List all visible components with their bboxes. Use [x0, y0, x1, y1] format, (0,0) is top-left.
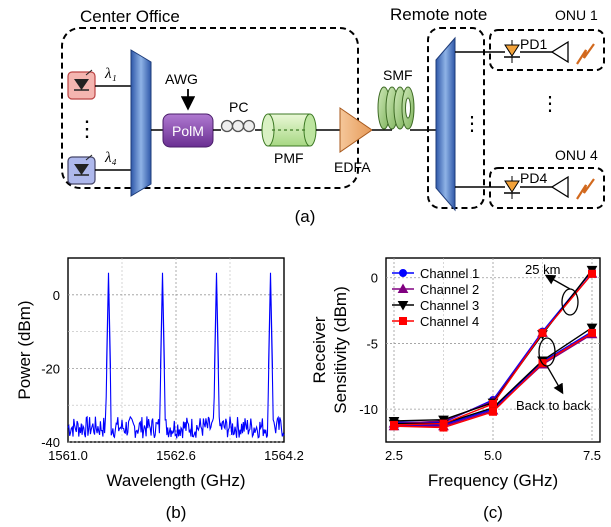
mux-awg-shape: [130, 49, 152, 197]
y-tick-label: 0: [53, 288, 60, 303]
x-tick-label: 2.5: [385, 448, 403, 463]
pmf-label: PMF: [274, 150, 304, 166]
onu-vertical-dots: ⋮: [540, 93, 560, 115]
awg-label: AWG: [165, 71, 198, 87]
panel-c-chart: 2.5 5.0 7.5 0 -5 -10 25 km Back to back Chann…: [310, 257, 601, 522]
data-point: [489, 399, 497, 408]
onu-1-label: ONU 1: [555, 7, 598, 23]
onu-1-signal-icon: [576, 43, 595, 65]
remote-node-box: [427, 27, 485, 209]
x-tick-label: 1561.0: [48, 448, 88, 463]
polm-label: PolM: [172, 123, 204, 139]
legend-marker: [399, 317, 407, 325]
demux-awg-shape: [435, 36, 456, 212]
edfa-label: EDFA: [334, 159, 371, 175]
y-tick-label: -40: [41, 435, 60, 450]
panel-b-chart: 1561.0 1562.6 1564.2 0 -20 -40 Wavelength (GH…: [15, 257, 304, 522]
pd-1-icon: [504, 40, 520, 63]
smf-coil: [377, 86, 415, 130]
pc-icon: [220, 119, 256, 133]
chart-b-grid: [68, 258, 284, 443]
x-tick-label: 7.5: [583, 448, 601, 463]
onu-4-signal-icon: [576, 178, 595, 200]
legend-marker: [399, 269, 407, 277]
legend-label: Channel 2: [420, 282, 479, 297]
pd-1-label: PD1: [520, 36, 547, 52]
legend-label: Channel 1: [420, 266, 479, 281]
data-point: [586, 323, 598, 334]
chart-b-ylabel: Power (dBm): [15, 300, 34, 399]
x-tick-label: 1562.6: [156, 448, 196, 463]
legend-label: Channel 4: [420, 314, 479, 329]
lambda-4-label: λ₄: [104, 150, 117, 166]
center-office-box: [61, 27, 359, 189]
chart-c-series: [388, 265, 598, 432]
laser-1-icon: [67, 69, 96, 100]
center-office-label: Center Office: [80, 7, 180, 26]
onu-4-label: ONU 4: [555, 147, 598, 163]
pd-4-icon: [504, 176, 520, 199]
onu-4-amplifier-icon: [550, 175, 569, 199]
edfa-amplifier: [339, 107, 373, 153]
panel-a-caption: (a): [295, 207, 316, 226]
pmf-cylinder: [261, 113, 317, 147]
panel-a-diagram: Center Office ⋮ λ₁ λ₄ AWG PolM: [61, 5, 605, 226]
chart-b-xlabel: Wavelength (GHz): [106, 471, 245, 490]
data-point: [588, 269, 596, 278]
legend-marker: [397, 283, 409, 293]
y-tick-label: -20: [41, 361, 60, 376]
chart-c-ticks: 2.5 5.0 7.5 0 -5 -10: [359, 271, 601, 463]
annotation-25km-label: 25 km: [525, 262, 560, 277]
remote-node-label: Remote note: [390, 5, 487, 24]
panel-b-caption: (b): [166, 503, 187, 522]
legend-label: Channel 3: [420, 298, 479, 313]
data-point: [439, 423, 448, 432]
y-tick-label: -10: [359, 402, 378, 417]
panel-c-caption: (c): [483, 503, 503, 522]
pd-4-label: PD4: [520, 170, 547, 186]
data-point: [390, 422, 398, 431]
chart-c-grid: [386, 258, 600, 442]
laser-vertical-dots: ⋮: [76, 116, 98, 141]
annotation-b2b-label: Back to back: [516, 398, 591, 413]
demux-dots: ⋮: [462, 113, 482, 135]
onu-1-amplifier-icon: [550, 40, 569, 64]
chart-c-ylabel-line2: Sensitivity (dBm): [331, 286, 350, 414]
onu-4-box: [489, 167, 605, 209]
chart-c-xlabel: Frequency (GHz): [428, 471, 558, 490]
lambda-1-label: λ₁: [104, 66, 117, 82]
x-tick-label: 1564.2: [264, 448, 304, 463]
data-point: [489, 407, 497, 416]
y-tick-label: 0: [371, 271, 378, 286]
annotation-25km-ellipse: [561, 288, 579, 316]
laser-4-icon: [67, 154, 96, 185]
chart-c-ylabel-line1: Receiver: [310, 316, 329, 383]
y-tick-label: -5: [366, 336, 378, 351]
pc-label: PC: [229, 99, 248, 115]
data-point: [588, 328, 596, 337]
chart-b-ticks: 1561.0 1562.6 1564.2 0 -20 -40: [41, 288, 304, 463]
spectrum-line: [67, 272, 285, 439]
annotation-25km-arrow: [544, 274, 571, 290]
onu-1-box: [489, 29, 605, 71]
legend-marker: [397, 301, 409, 311]
smf-label: SMF: [383, 67, 413, 83]
x-tick-label: 5.0: [484, 448, 502, 463]
annotation-b2b-arrow: [546, 365, 564, 395]
data-point: [538, 328, 547, 337]
